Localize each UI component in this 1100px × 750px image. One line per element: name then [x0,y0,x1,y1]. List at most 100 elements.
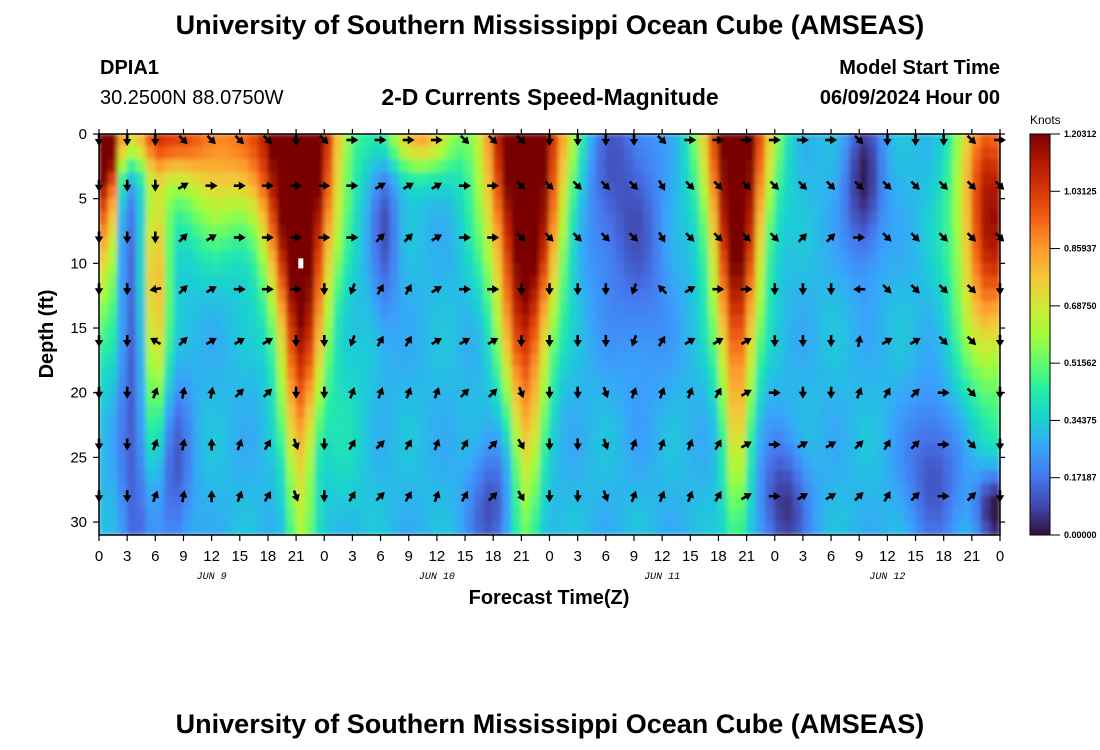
heat-cell [877,495,888,510]
heat-cell [652,327,663,342]
heat-cell [483,353,494,368]
heat-cell [408,495,419,510]
heat-cell [492,288,504,303]
heat-cell [276,405,288,420]
heat-cell [173,262,184,277]
heat-cell [549,224,560,238]
vector-arrow [290,285,303,294]
heat-cell [239,159,250,174]
heat-cell [99,159,109,174]
heat-cell [361,482,372,497]
heat-cell [755,379,766,394]
heat-cell [849,134,860,148]
heat-cell [342,249,353,264]
heat-cell [314,236,325,251]
heat-cell [145,262,156,277]
heat-cell [952,379,963,394]
heat-cell [971,482,982,497]
heat-cell [389,159,400,174]
heat-cell [182,301,194,316]
vector-arrow [404,491,412,503]
heat-cell [126,249,138,264]
heat-cell [727,418,738,433]
heat-cell [99,508,109,523]
heat-cell [361,301,372,316]
heat-cell [755,314,766,329]
heat-cell [811,379,823,394]
heat-cell [830,418,841,433]
heat-cell [811,301,823,316]
heat-cell [633,443,644,458]
heat-cell [774,275,785,290]
heat-cell [304,469,316,484]
heat-cell [398,508,410,523]
heat-cell [896,224,907,238]
heat-cell [671,443,682,458]
heat-cell [342,288,353,303]
heat-cell [943,508,954,523]
heat-cell [380,508,391,523]
x-tick-label: 18 [260,548,277,565]
heat-cell [802,340,813,355]
heat-cell [398,249,410,264]
heat-cell [164,236,175,251]
heat-cell [154,249,166,264]
heat-cell [502,314,513,329]
heat-cell [314,301,325,316]
heat-cell [736,495,748,510]
heat-cell [211,249,222,264]
heat-cell [361,159,372,174]
vector-arrow [459,285,471,294]
heat-cell [445,275,457,290]
heat-cell [830,314,841,329]
heat-cell [229,521,241,535]
heat-cell [717,431,729,445]
heat-cell [295,249,306,264]
heat-cell [192,262,203,277]
vector-arrow [910,388,920,398]
heat-cell [793,508,804,523]
heat-cell [361,495,372,510]
page-title: University of Southern Mississippi Ocean… [175,10,925,40]
heat-cell [877,211,888,226]
heat-cell [689,418,701,433]
heat-cell [539,456,550,471]
heat-cell [323,469,335,484]
heat-cell [708,172,719,187]
heat-cell [680,456,691,471]
heat-cell [943,431,954,445]
heat-cell [342,495,353,510]
heat-cell [595,288,607,303]
heat-cell [905,172,917,187]
heat-cell [117,405,128,420]
heat-cell [417,134,428,148]
heat-cell [624,443,635,458]
heat-cell [333,301,344,316]
heat-cell [633,431,644,445]
heat-cell [830,288,841,303]
heat-cell [136,198,147,213]
heat-cell [821,443,832,458]
heat-cell [99,379,109,394]
heat-cell [764,288,776,303]
heat-cell [633,172,644,187]
heat-cell [201,379,213,394]
heat-cell [323,327,335,342]
heat-cell [511,301,522,316]
heat-cell [746,146,757,161]
heat-cell [586,456,597,471]
heat-cell [173,495,184,510]
heat-cell [182,327,194,342]
heat-cell [342,482,353,497]
heat-cell [549,236,560,251]
heat-cell [436,159,447,174]
heat-cell [736,353,748,368]
heat-cell [295,353,306,368]
heat-cell [370,456,382,471]
heat-cell [952,134,963,148]
heat-cell [699,495,710,510]
heat-cell [774,418,785,433]
heat-cell [943,340,954,355]
speed-heatmap [99,134,1000,535]
heat-cell [821,495,832,510]
